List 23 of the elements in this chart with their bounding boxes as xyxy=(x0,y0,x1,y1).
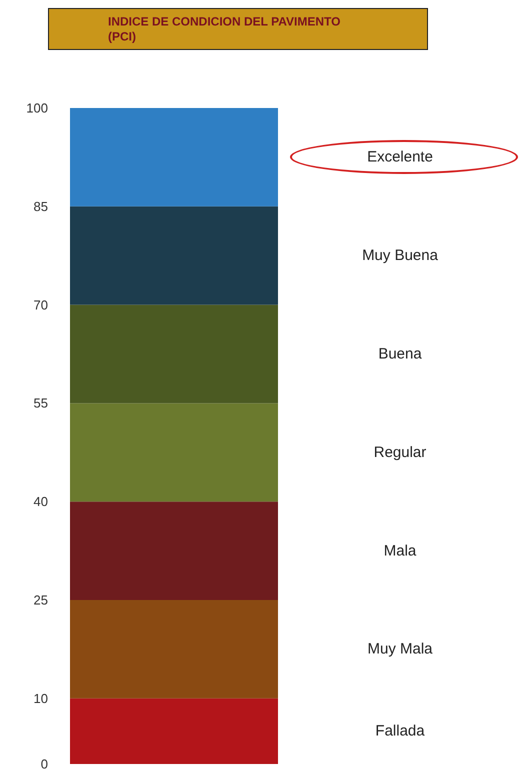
bar xyxy=(70,600,278,698)
y-tick-label: 0 xyxy=(40,756,48,772)
text: Excelente xyxy=(367,148,433,166)
y-tick-label: 10 xyxy=(34,690,48,706)
text: Regular xyxy=(374,444,426,461)
text: Fallada xyxy=(375,722,426,740)
bar xyxy=(70,304,278,404)
text: Muy Buena xyxy=(362,247,439,264)
bar xyxy=(70,206,278,305)
y-tick-label: 25 xyxy=(34,592,48,608)
text: Mala xyxy=(384,542,417,560)
y-tick-label: 70 xyxy=(34,297,48,312)
y-tick-label: 55 xyxy=(34,396,48,411)
y-tick-label: 40 xyxy=(34,494,48,510)
y-tick-label: 85 xyxy=(34,198,48,214)
bar xyxy=(70,502,278,600)
y-tick-label: 100 xyxy=(26,100,48,116)
bar xyxy=(70,698,278,764)
bar xyxy=(70,403,278,502)
text: Muy Mala xyxy=(367,640,434,658)
text: Buena xyxy=(378,346,422,362)
bar xyxy=(70,108,278,206)
chart-title: INDICE DE CONDICION DEL PAVIMENTO (PCI) xyxy=(108,14,344,44)
